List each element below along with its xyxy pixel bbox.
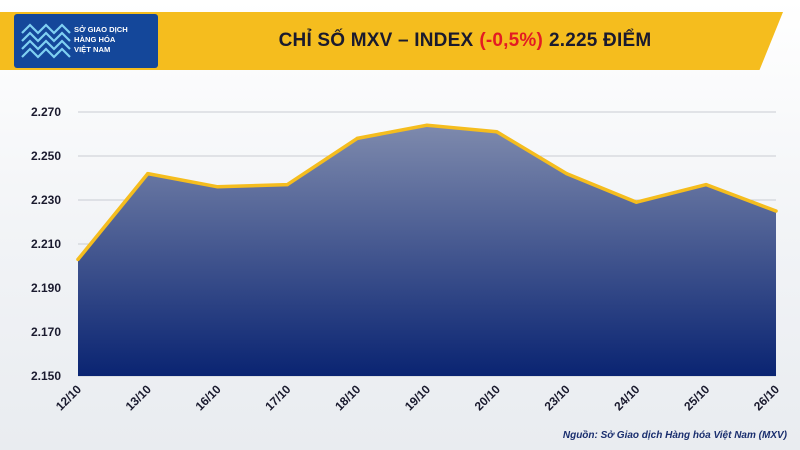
data-point [495, 130, 499, 134]
title-prefix: CHỈ SỐ MXV – INDEX [278, 30, 474, 51]
logo-text: SỞ GIAO DỊCH HÀNG HÓA VIỆT NAM [74, 25, 156, 55]
x-tick-label: 16/10 [193, 382, 224, 413]
y-tick-label: 2.250 [31, 149, 61, 163]
data-point [76, 257, 80, 261]
data-point [146, 172, 150, 176]
title-suffix: 2.225 ĐIỂM [549, 30, 652, 51]
y-tick-label: 2.230 [31, 193, 61, 207]
data-point [774, 209, 778, 213]
y-tick-label: 2.210 [31, 237, 61, 251]
mxv-logo-icon [21, 23, 71, 59]
x-tick-label: 25/10 [681, 382, 712, 413]
data-point [565, 172, 569, 176]
x-tick-label: 19/10 [402, 382, 433, 413]
x-tick-label: 18/10 [332, 382, 363, 413]
x-tick-label: 23/10 [542, 382, 573, 413]
data-point [425, 123, 429, 127]
x-tick-label: 20/10 [472, 382, 503, 413]
title-change: (-0,5%) [479, 30, 544, 51]
logo-line-1: SỞ GIAO DỊCH [74, 25, 128, 34]
mxv-logo: SỞ GIAO DỊCH HÀNG HÓA VIỆT NAM [14, 14, 158, 68]
y-tick-label: 2.190 [31, 281, 61, 295]
y-tick-label: 2.170 [31, 325, 61, 339]
logo-line-3: VIỆT NAM [74, 45, 111, 54]
x-tick-label: 26/10 [751, 382, 782, 413]
y-tick-label: 2.270 [31, 105, 61, 119]
x-tick-label: 17/10 [262, 382, 293, 413]
data-point [216, 185, 220, 189]
data-point [704, 183, 708, 187]
x-tick-label: 13/10 [123, 382, 154, 413]
data-point [355, 136, 359, 140]
data-point [634, 200, 639, 204]
data-point [285, 183, 289, 187]
logo-line-2: HÀNG HÓA [74, 35, 116, 44]
x-tick-label: 24/10 [611, 382, 642, 413]
source-note: Nguồn: Sở Giao dịch Hàng hóa Việt Nam (M… [562, 430, 787, 441]
chart-title: CHỈ SỐ MXV – INDEX (-0,5%) 2.225 ĐIỂM [170, 12, 760, 70]
series-area [78, 125, 776, 376]
y-tick-label: 2.150 [31, 369, 61, 383]
x-tick-label: 12/10 [53, 382, 84, 413]
